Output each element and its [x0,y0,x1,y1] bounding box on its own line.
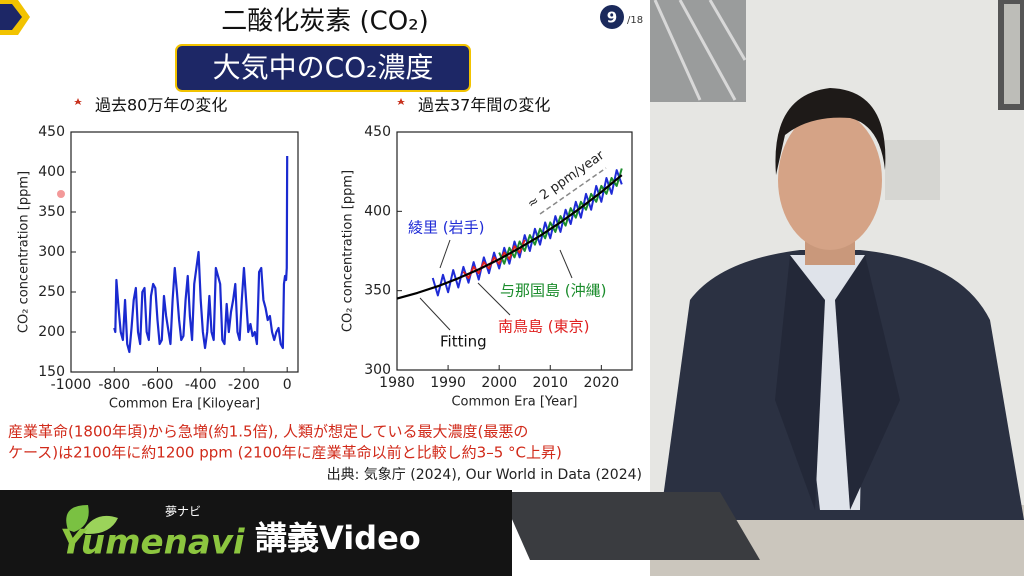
leader-line [477,282,511,316]
caption-line: ケース)は2100年に約1200 ppm (2100年に産業革命以前と比較し約3… [8,444,562,462]
y-axis-label: CO₂ concentration [ppm] [17,171,32,333]
poster [885,140,940,200]
x-tick-label: -800 [98,377,130,393]
y-tick-label: 450 [364,124,391,140]
plot-frame [396,131,633,371]
footer-label: 講義Video [255,519,421,557]
logo-leaf [66,505,89,532]
chart-title: 過去37年間の変化 [418,96,550,115]
chart-title: 過去80万年の変化 [95,96,227,115]
leader-line [439,239,451,269]
x-tick-label: 2020 [584,375,620,391]
scene [500,0,1024,576]
y-tick-label: 400 [38,164,65,180]
y-tick-label: 450 [38,124,65,140]
x-tick-label: 1980 [379,375,415,391]
footer-furigana: 夢ナビ [165,505,201,519]
y-tick-label: 300 [38,244,65,260]
series-label: Fitting [440,333,487,351]
logo-leaf [82,515,118,535]
panel-inner [1004,4,1020,104]
window [650,0,746,102]
x-tick-label: 2010 [532,375,568,391]
y-tick-label: 250 [38,284,65,300]
x-tick-label: -200 [228,377,260,393]
title-bullet [74,98,82,105]
x-axis-label: Common Era [Year] [451,395,577,410]
series-label: 与那国島 (沖縄) [500,282,606,300]
footer-brand: Yumenavi [60,523,246,563]
x-tick-label: 1990 [430,375,466,391]
leader-line [559,249,573,279]
y-tick-label: 200 [38,324,65,340]
lapel [775,255,825,510]
page-total: /18 [627,15,643,26]
x-tick-label: -400 [185,377,217,393]
series-label: 綾里 (岩手) [408,219,484,237]
y-axis-label: CO₂ concentration [ppm] [341,170,356,332]
y-tick-label: 300 [364,362,391,378]
x-tick-label: 2000 [481,375,517,391]
caption-line: 産業革命(1800年頃)から急増(約1.5倍), 人類が想定している最大濃度(最… [8,423,528,441]
page-number: 9 [607,9,617,27]
series-line [498,168,623,265]
y-tick-label: 350 [38,204,65,220]
page-badge [600,5,624,29]
leader-line [419,297,451,331]
y-tick-label: 150 [38,364,65,380]
x-tick-label: 0 [283,377,292,393]
banner [175,44,471,92]
window-frame [653,0,747,101]
x-axis-label: Common Era [Kiloyear] [109,397,260,412]
source: 出典: 気象庁 (2024), Our World in Data (2024) [327,467,642,483]
slide-title: 二酸化炭素 (CO₂) [221,7,429,37]
y-tick-label: 400 [364,203,391,219]
banner-text: 大気中のCO₂濃度 [213,51,434,84]
face [778,110,882,250]
laptop [500,492,760,560]
series-line [396,174,623,300]
x-tick-label: -600 [142,377,174,393]
y-tick-label: 350 [364,283,391,299]
x-tick-label: -1000 [51,377,92,393]
trend-guide [539,167,607,215]
hair [775,88,886,175]
series-line [462,239,526,279]
data-line [113,155,289,354]
pointer-dot [57,190,65,198]
series-label: 南鳥島 (東京) [498,318,589,336]
title-bullet [397,98,405,105]
nav-chevron-inner [0,4,22,30]
lapel [835,255,900,510]
